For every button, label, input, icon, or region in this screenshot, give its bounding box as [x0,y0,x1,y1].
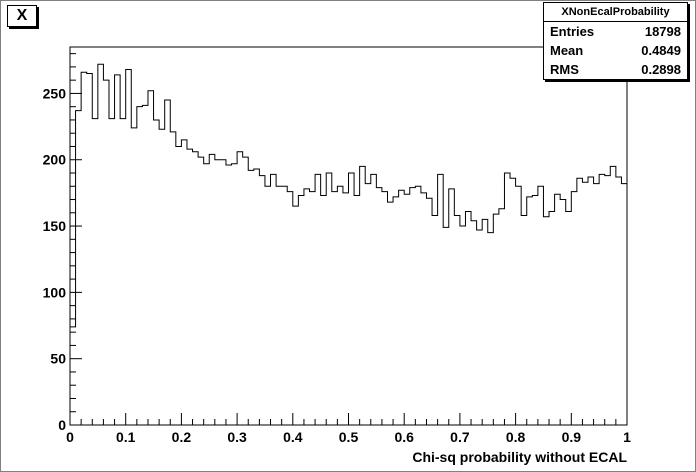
x-tick-label: 0.7 [450,429,470,445]
y-tick-label: 100 [43,284,67,300]
y-tick-label: 150 [43,218,67,234]
x-tick-label: 1 [623,429,631,445]
x-tick-label: 0.8 [506,429,526,445]
stats-label: RMS [550,62,579,77]
stats-value: 18798 [644,24,681,39]
stats-row-mean: Mean 0.4849 [544,41,687,60]
x-tick-label: 0.4 [283,429,303,445]
x-tick-label: 0 [66,429,74,445]
stats-label: Mean [550,43,584,58]
stats-label: Entries [550,24,595,39]
y-tick-label: 0 [58,417,66,433]
stats-value: 0.4849 [641,43,681,58]
stats-row-rms: RMS 0.2898 [544,60,687,79]
x-tick-label: 0.1 [116,429,136,445]
y-tick-label: 250 [43,85,67,101]
x-tick-label: 0.3 [227,429,247,445]
stats-box: XNonEcalProbability Entries 18798 Mean 0… [543,2,688,80]
x-tick-label: 0.5 [339,429,359,445]
stats-value: 0.2898 [641,62,681,77]
x-axis-title: Chi-sq probability without ECAL [412,449,627,465]
x-tick-label: 0.2 [172,429,192,445]
chart-title: X [7,5,37,27]
x-tick-label: 0.9 [562,429,582,445]
y-tick-label: 200 [43,152,67,168]
stats-row-entries: Entries 18798 [544,22,687,41]
histogram-series-line [69,63,628,425]
x-tick-label: 0.6 [394,429,414,445]
stats-histogram-name: XNonEcalProbability [544,3,687,22]
y-tick-label: 50 [50,351,66,367]
